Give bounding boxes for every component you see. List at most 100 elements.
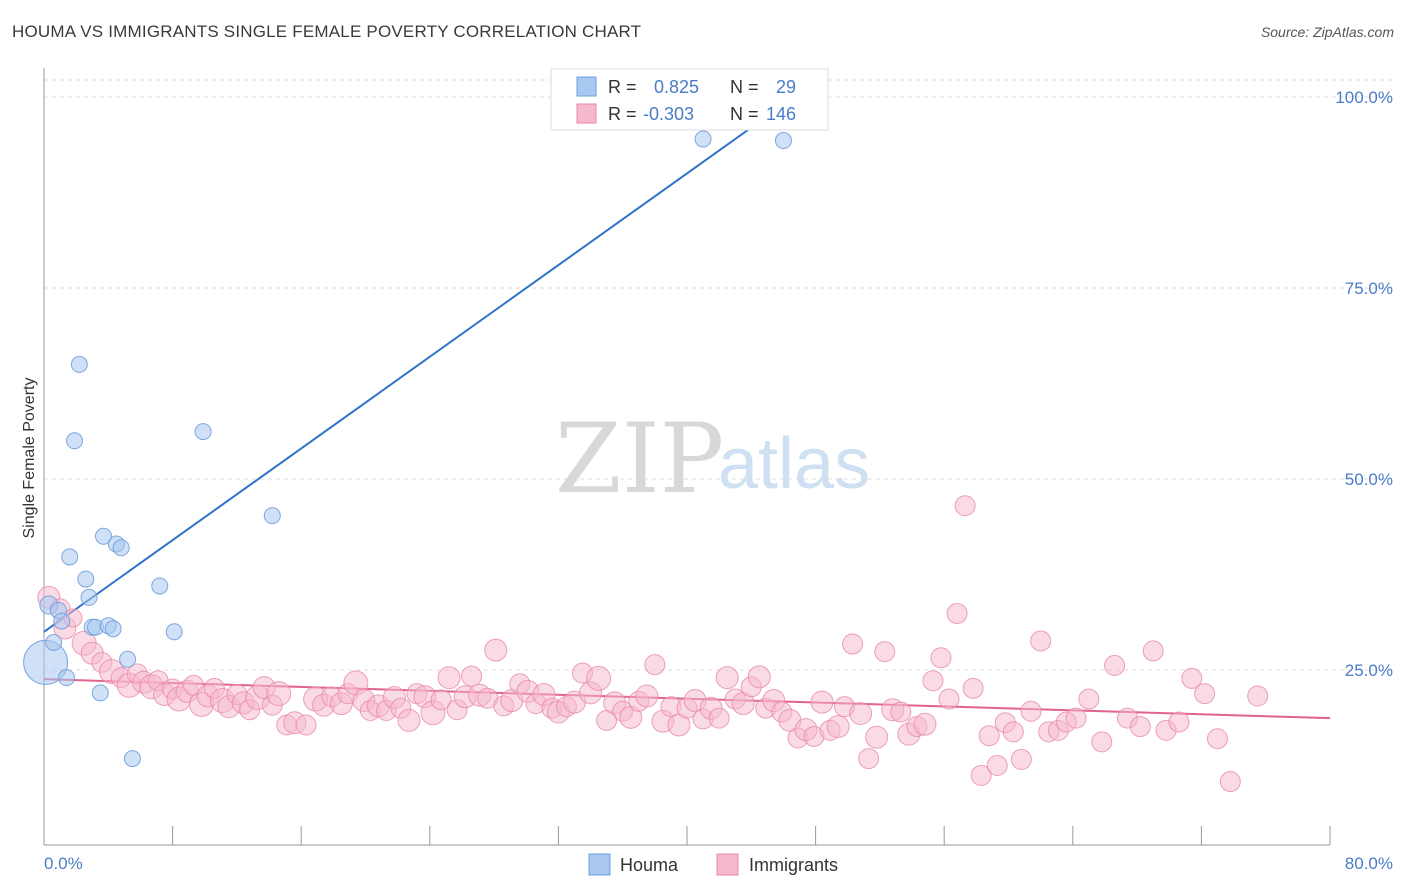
- x-tick-min: 0.0%: [44, 854, 83, 873]
- houma-points: [23, 130, 792, 768]
- houma-point-20: [123, 750, 141, 768]
- immigrants-point-131: [1091, 731, 1113, 753]
- immigrants-point-116: [954, 495, 976, 517]
- immigrants-n-label: N =: [730, 104, 759, 124]
- stats-legend: R = 0.825 N = 29 R = -0.303 N = 146: [550, 68, 829, 131]
- immigrants-point-57: [484, 638, 508, 662]
- source-label: Source: ZipAtlas.com: [1260, 24, 1394, 40]
- immigrants-point-30: [266, 681, 292, 707]
- immigrants-point-113: [930, 647, 952, 669]
- houma-point-22: [165, 623, 183, 641]
- houma-point-18: [112, 539, 130, 557]
- immigrants-point-102: [842, 633, 864, 655]
- immigrants-point-129: [1065, 707, 1087, 729]
- immigrants-point-98: [810, 690, 834, 714]
- houma-swatch: [576, 76, 597, 97]
- immigrants-point-54: [461, 665, 483, 687]
- immigrants-point-90: [747, 665, 771, 689]
- houma-point-26: [774, 132, 792, 150]
- legend-immigrants-label: Immigrants: [749, 855, 838, 875]
- y-tick-label-2: 75.0%: [1345, 279, 1393, 298]
- immigrants-point-142: [1247, 685, 1269, 707]
- immigrants-point-50: [430, 689, 452, 711]
- y-tick-label-0: 25.0%: [1345, 661, 1393, 680]
- series-legend: Houma Immigrants: [588, 853, 838, 876]
- immigrants-point-119: [978, 725, 1000, 747]
- houma-point-8: [70, 355, 88, 373]
- houma-point-16: [104, 620, 122, 638]
- immigrants-r-value: -0.303: [643, 104, 694, 124]
- watermark-atlas: atlas: [718, 424, 870, 504]
- trend-lines: [43, 80, 1331, 720]
- immigrants-point-132: [1104, 654, 1126, 676]
- y-tick-label-3: 100.0%: [1335, 88, 1393, 107]
- immigrants-point-139: [1194, 683, 1216, 705]
- y-axis-label: Single Female Poverty: [21, 378, 38, 539]
- immigrants-point-76: [635, 684, 659, 708]
- immigrants-point-111: [913, 712, 937, 736]
- immigrants-point-86: [715, 666, 739, 690]
- houma-point-7: [66, 432, 84, 450]
- houma-point-24: [263, 507, 281, 525]
- houma-n-label: N =: [730, 77, 759, 97]
- houma-r-label: R =: [608, 77, 637, 97]
- houma-point-25: [694, 130, 712, 148]
- immigrants-point-46: [397, 708, 421, 732]
- axes: [43, 68, 1331, 846]
- immigrants-point-100: [826, 715, 850, 739]
- immigrants-point-117: [962, 677, 984, 699]
- immigrants-r-label: R =: [608, 104, 637, 124]
- immigrants-point-134: [1129, 716, 1151, 738]
- immigrants-points: [37, 495, 1269, 793]
- gridlines: [44, 79, 1392, 671]
- immigrants-point-138: [1181, 667, 1203, 689]
- watermark: ZIP atlas: [555, 403, 870, 515]
- immigrants-point-70: [586, 665, 612, 691]
- immigrants-point-123: [1010, 748, 1032, 770]
- immigrants-point-118: [970, 764, 992, 786]
- chart-title: HOUMA VS IMMIGRANTS SINGLE FEMALE POVERT…: [12, 22, 642, 41]
- houma-r-value: 0.825: [654, 77, 699, 97]
- immigrants-point-115: [946, 602, 968, 624]
- houma-point-5: [58, 669, 76, 687]
- houma-point-2: [45, 633, 63, 651]
- immigrants-point-124: [1020, 700, 1042, 722]
- watermark-zip: ZIP: [555, 403, 724, 515]
- immigrants-point-140: [1206, 728, 1228, 750]
- houma-point-23: [194, 423, 212, 441]
- immigrants-point-130: [1078, 688, 1100, 710]
- immigrants-point-106: [874, 641, 896, 663]
- houma-point-13: [91, 684, 109, 702]
- immigrants-point-51: [437, 666, 461, 690]
- immigrants-point-77: [644, 654, 666, 676]
- immigrants-point-120: [986, 755, 1008, 776]
- houma-trend-line: [43, 80, 817, 633]
- immigrants-point-104: [858, 748, 880, 770]
- immigrants-point-137: [1168, 711, 1190, 733]
- immigrants-point-122: [1002, 721, 1024, 743]
- y-tick-label-1: 50.0%: [1345, 470, 1393, 489]
- houma-point-14: [94, 527, 112, 545]
- immigrants-point-135: [1142, 640, 1164, 662]
- immigrants-point-141: [1219, 771, 1241, 793]
- immigrants-point-114: [938, 688, 960, 710]
- immigrants-point-103: [849, 702, 873, 726]
- x-tick-max: 80.0%: [1345, 854, 1393, 873]
- immigrants-swatch: [576, 103, 597, 124]
- legend-houma-swatch: [588, 853, 611, 876]
- houma-point-19: [119, 650, 137, 668]
- houma-point-6: [61, 548, 79, 566]
- houma-point-4: [53, 612, 71, 630]
- immigrants-point-125: [1030, 630, 1052, 652]
- y-tick-labels: 25.0% 50.0% 75.0% 100.0%: [1335, 88, 1393, 680]
- legend-immigrants-swatch: [716, 853, 739, 876]
- legend-houma-label: Houma: [620, 855, 679, 875]
- immigrants-point-112: [922, 670, 944, 692]
- immigrants-n-value: 146: [766, 104, 796, 124]
- immigrants-point-105: [865, 725, 889, 749]
- houma-point-9: [77, 570, 95, 588]
- houma-point-21: [151, 577, 169, 595]
- stats-legend-box: [550, 68, 829, 131]
- houma-n-value: 29: [776, 77, 796, 97]
